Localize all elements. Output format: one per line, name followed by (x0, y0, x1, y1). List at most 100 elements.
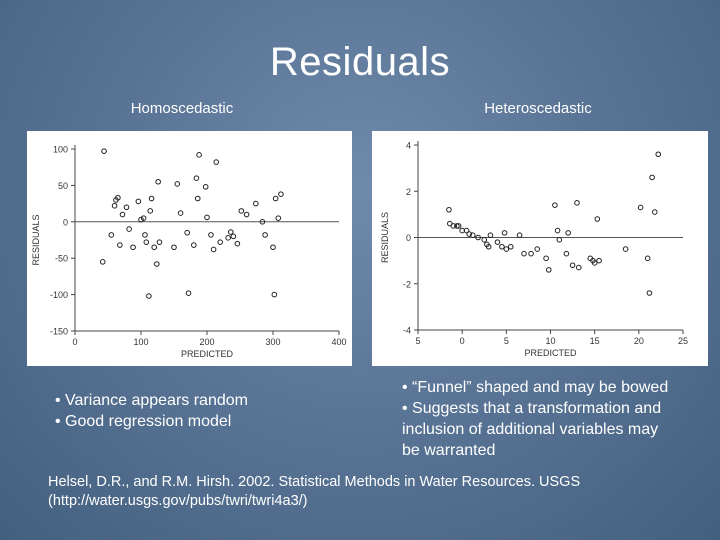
homoscedastic-heading: Homoscedastic (130, 100, 234, 117)
data-point (591, 260, 598, 266)
data-point (575, 264, 582, 271)
data-point (130, 244, 136, 251)
x-tick-label: 5 (504, 336, 509, 346)
x-tick-label: 25 (678, 336, 688, 346)
data-point (454, 223, 460, 229)
data-point (499, 243, 505, 250)
data-point (278, 191, 284, 197)
data-point (545, 267, 552, 273)
data-point (194, 195, 201, 202)
data-point (108, 232, 115, 238)
data-point (516, 232, 523, 238)
data-point (202, 184, 209, 190)
y-axis-label: RESIDUALS (380, 212, 390, 263)
data-point (594, 216, 601, 222)
y-tick-label: 100 (53, 145, 68, 155)
data-point (487, 232, 494, 238)
data-point (171, 244, 177, 251)
y-tick-label: -100 (50, 290, 68, 300)
data-point (193, 175, 200, 181)
data-point (501, 230, 508, 236)
data-point (115, 194, 121, 201)
data-point (185, 290, 192, 296)
y-tick-label: 2 (406, 187, 411, 197)
data-point (563, 250, 570, 257)
data-point (101, 148, 107, 154)
x-tick-label: 300 (265, 337, 280, 347)
y-tick-label: -2 (403, 279, 411, 289)
homoscedastic-bullets: • Variance appears random • Good regress… (55, 390, 355, 432)
data-point (534, 246, 541, 252)
x-tick-label: 200 (199, 337, 214, 347)
slide-title: Residuals (269, 40, 451, 84)
data-point (234, 240, 241, 247)
data-point (469, 232, 476, 238)
data-point (213, 159, 220, 165)
data-point (271, 291, 278, 298)
x-tick-label: 10 (545, 336, 555, 346)
y-tick-label: 0 (406, 233, 411, 243)
x-tick-label: 0 (72, 337, 77, 347)
data-point (521, 250, 527, 257)
data-point (210, 246, 217, 253)
x-tick-label: 20 (634, 336, 644, 346)
data-point (225, 235, 231, 241)
y-tick-label: 0 (63, 217, 68, 227)
data-point (596, 257, 602, 264)
data-point (262, 232, 268, 238)
y-tick-label: -4 (403, 326, 411, 336)
data-point (253, 200, 259, 207)
data-point (494, 239, 501, 245)
data-point (543, 255, 549, 262)
data-point (196, 152, 202, 158)
data-point (117, 242, 123, 248)
data-point (622, 246, 629, 252)
data-point (275, 215, 282, 221)
data-point (135, 198, 142, 205)
data-point (569, 262, 576, 269)
citation: Helsel, D.R., and R.M. Hirsh. 2002. Stat… (48, 473, 708, 511)
data-point (111, 202, 118, 209)
data-point (466, 231, 473, 237)
data-point (485, 243, 492, 250)
data-point (649, 174, 655, 181)
heteroscedastic-bullets: • “Funnel” shaped and may be bowed • Sug… (402, 377, 712, 461)
data-point (155, 178, 161, 185)
data-point (655, 151, 662, 158)
citation-line: (http://water.usgs.gov/pubs/twri/twri4a3… (48, 493, 308, 509)
data-point (208, 232, 214, 238)
x-axis-label: PREDICTED (524, 348, 577, 358)
x-tick-label: 100 (133, 337, 148, 347)
data-point (507, 243, 514, 250)
data-point (238, 208, 245, 214)
data-point (646, 290, 653, 296)
data-point (556, 237, 563, 243)
data-point (637, 204, 644, 211)
heteroscedastic-plot: 4 2 0 -2 -4 5 0 5 10 15 20 25 PREDICTED RESIDUALS (372, 131, 708, 366)
data-point (644, 255, 651, 262)
citation-line: Helsel, D.R., and R.M. Hirsh. 2002. Stat… (48, 474, 581, 490)
y-axis-label: RESIDUALS (31, 214, 41, 265)
bullet-item: inclusion of additional variables may (402, 421, 659, 438)
bullet-item: • “Funnel” shaped and may be bowed (402, 379, 669, 396)
data-point (119, 211, 126, 218)
data-point (259, 219, 266, 225)
homoscedastic-scatter-svg: 100 50 0 -50 -100 -150 0 100 200 300 400 PREDICTED R… (31, 145, 347, 360)
data-point (126, 226, 132, 232)
data-point (174, 181, 181, 187)
data-point (227, 229, 234, 235)
data-point (459, 227, 465, 234)
data-point (154, 261, 160, 267)
data-point (184, 229, 190, 236)
y-tick-label: -150 (50, 327, 68, 337)
data-point (503, 246, 510, 252)
y-tick-label: -50 (55, 254, 68, 264)
data-point (463, 227, 470, 234)
data-point (272, 195, 279, 202)
x-axis-label: PREDICTED (181, 349, 234, 359)
x-tick-label: 400 (331, 337, 346, 347)
data-point (99, 259, 106, 265)
bullet-item: • Good regression model (55, 413, 232, 430)
data-point (450, 223, 457, 229)
